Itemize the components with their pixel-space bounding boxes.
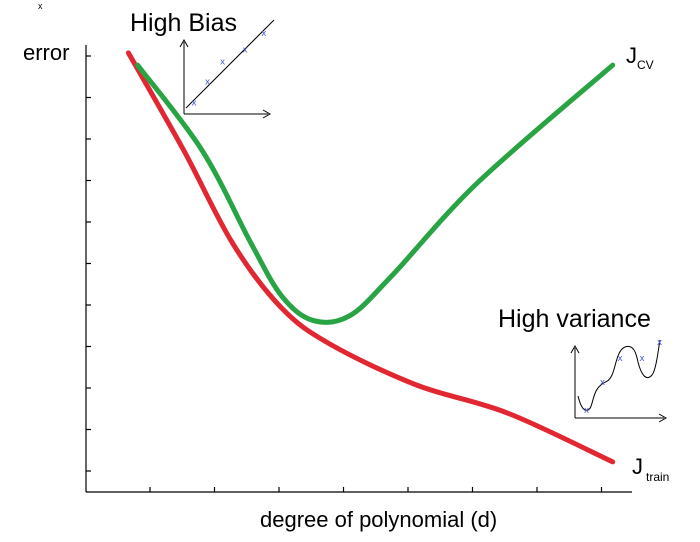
high-variance-point: x [617, 354, 623, 364]
high-bias-point: x [261, 29, 267, 39]
cv-curve-label-main: J [626, 43, 637, 68]
high-variance-point: x [657, 338, 663, 348]
cv-curve-label: JCV [626, 43, 654, 72]
high-bias-point: x [191, 98, 197, 108]
x-axis-label: degree of polynomial (d) [260, 507, 497, 532]
y-ticks [86, 55, 91, 472]
high-variance-point: x [600, 378, 606, 388]
high-bias-fit-line [185, 19, 275, 109]
high-bias-point: x [205, 77, 211, 87]
train-error-curve [125, 50, 616, 465]
x-ticks [149, 487, 603, 492]
high-variance-fit-curve [577, 339, 661, 411]
high-bias-point: x [242, 46, 248, 56]
high-bias-y-arrow [179, 38, 189, 48]
high-variance-title: High variance [498, 305, 651, 333]
y-axis-label: error [23, 40, 69, 65]
cv-error-curve [135, 62, 616, 325]
high-bias-point: x [220, 57, 226, 67]
high-variance-inset: High variance x x x x x [498, 305, 668, 423]
high-variance-y-arrow [570, 344, 580, 354]
high-variance-point: x [639, 354, 645, 364]
stray-x-marker: x [38, 1, 43, 11]
high-variance-points: x x x x x [584, 338, 663, 416]
cv-curve-label-sub: CV [637, 58, 654, 72]
high-variance-x-arrow [658, 413, 668, 423]
high-bias-title: High Bias [130, 9, 237, 37]
main-axes [85, 45, 632, 493]
high-variance-point: x [584, 406, 590, 416]
train-curve-label-sub: train [646, 470, 669, 484]
high-bias-x-arrow [262, 109, 272, 119]
train-curve-label-main: J [632, 454, 643, 479]
